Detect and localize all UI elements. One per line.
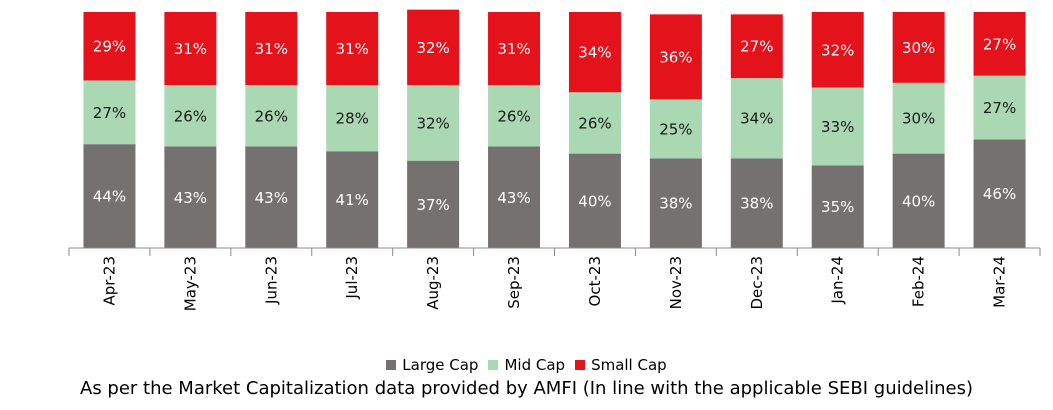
data-label-mid-cap-feb-24: 30% (902, 110, 935, 128)
data-label-mid-cap-jun-23: 26% (255, 107, 288, 125)
data-label-small-cap-sep-23: 31% (497, 40, 530, 58)
bar-small-cap-jan-24 (811, 12, 864, 88)
bar-mid-cap-nov-23 (649, 99, 702, 159)
data-label-mid-cap-nov-23: 25% (659, 120, 692, 138)
bar-large-cap-mar-24 (973, 139, 1026, 248)
legend-item-small-cap: Small Cap (575, 356, 667, 374)
bar-mid-cap-jul-23 (326, 85, 379, 152)
data-label-mid-cap-dec-23: 34% (740, 110, 773, 128)
data-label-mid-cap-jul-23: 28% (336, 110, 369, 128)
bar-mid-cap-apr-23 (83, 80, 136, 145)
x-tick-label-aug-23: Aug-23 (424, 256, 442, 310)
bar-large-cap-jan-24 (811, 165, 864, 248)
bar-mid-cap-mar-24 (973, 75, 1026, 140)
legend-swatch-small-cap (575, 360, 586, 370)
data-label-large-cap-dec-23: 38% (740, 195, 773, 213)
data-label-large-cap-nov-23: 38% (659, 195, 692, 213)
bar-large-cap-may-23 (164, 146, 217, 248)
bar-small-cap-feb-24 (892, 12, 945, 83)
data-label-mid-cap-apr-23: 27% (93, 104, 126, 122)
data-label-small-cap-jan-24: 32% (821, 41, 854, 59)
data-label-large-cap-sep-23: 43% (497, 189, 530, 207)
bar-small-cap-dec-23 (730, 14, 783, 79)
bar-large-cap-jul-23 (326, 151, 379, 248)
data-label-large-cap-mar-24: 46% (983, 185, 1016, 203)
bar-large-cap-feb-24 (892, 153, 945, 248)
stacked-bar-chart: 44% 27% 29% Apr-23 43% 26% 31% May-23 43% 26% 31% J… (68, 9, 1041, 311)
legend-item-mid-cap: Mid Cap (488, 356, 565, 374)
bar-mid-cap-dec-23 (730, 78, 783, 159)
legend-label-small-cap: Small Cap (591, 356, 667, 374)
x-tick-label-oct-23: Oct-23 (586, 256, 604, 306)
x-tick-label-sep-23: Sep-23 (505, 256, 523, 309)
chart-footnote: As per the Market Capitalization data pr… (80, 378, 973, 399)
data-label-small-cap-aug-23: 32% (416, 39, 449, 57)
x-tick-label-may-23: May-23 (181, 256, 199, 311)
data-label-mid-cap-aug-23: 32% (416, 114, 449, 132)
bar-small-cap-mar-24 (973, 12, 1026, 76)
data-label-mid-cap-mar-24: 27% (983, 99, 1016, 117)
data-label-large-cap-feb-24: 40% (902, 192, 935, 210)
x-tick-label-feb-24: Feb-24 (910, 256, 928, 307)
legend-swatch-mid-cap (488, 360, 499, 370)
data-label-small-cap-oct-23: 34% (578, 44, 611, 62)
bar-large-cap-sep-23 (488, 146, 541, 248)
bar-large-cap-dec-23 (730, 158, 783, 248)
bar-mid-cap-sep-23 (488, 85, 541, 147)
bar-mid-cap-aug-23 (407, 85, 460, 161)
x-tick-label-jul-23: Jul-23 (343, 256, 361, 300)
data-label-small-cap-dec-23: 27% (740, 38, 773, 56)
bar-small-cap-apr-23 (83, 12, 136, 81)
bar-small-cap-oct-23 (568, 12, 621, 93)
data-label-large-cap-may-23: 43% (174, 189, 207, 207)
data-label-large-cap-aug-23: 37% (416, 196, 449, 214)
data-label-small-cap-nov-23: 36% (659, 48, 692, 66)
x-tick-label-jan-24: Jan-24 (829, 256, 847, 305)
bar-mid-cap-oct-23 (568, 92, 621, 154)
data-label-small-cap-apr-23: 29% (93, 38, 126, 56)
data-label-large-cap-jul-23: 41% (336, 191, 369, 209)
data-label-small-cap-feb-24: 30% (902, 39, 935, 57)
data-label-small-cap-jun-23: 31% (255, 40, 288, 58)
bar-mid-cap-jan-24 (811, 87, 864, 166)
data-label-large-cap-jan-24: 35% (821, 198, 854, 216)
data-label-mid-cap-may-23: 26% (174, 107, 207, 125)
legend-swatch-large-cap (386, 360, 397, 370)
data-label-mid-cap-sep-23: 26% (497, 107, 530, 125)
data-label-mid-cap-jan-24: 33% (821, 118, 854, 136)
bar-small-cap-jul-23 (326, 12, 379, 86)
data-label-large-cap-apr-23: 44% (93, 188, 126, 206)
x-tick-label-apr-23: Apr-23 (100, 256, 118, 306)
x-tick-label-mar-24: Mar-24 (991, 256, 1009, 308)
bar-large-cap-aug-23 (407, 160, 460, 248)
data-label-mid-cap-oct-23: 26% (578, 114, 611, 132)
bar-small-cap-sep-23 (488, 12, 541, 86)
bar-small-cap-aug-23 (407, 9, 460, 86)
data-label-small-cap-mar-24: 27% (983, 35, 1016, 53)
bar-large-cap-apr-23 (83, 144, 136, 248)
data-label-large-cap-jun-23: 43% (255, 189, 288, 207)
legend-label-mid-cap: Mid Cap (504, 356, 566, 374)
bar-small-cap-may-23 (164, 12, 217, 86)
data-label-small-cap-jul-23: 31% (336, 40, 369, 58)
x-tick-label-dec-23: Dec-23 (748, 256, 766, 310)
legend-label-large-cap: Large Cap (402, 356, 479, 374)
data-label-small-cap-may-23: 31% (174, 40, 207, 58)
chart-legend: Large Cap Mid Cap Small Cap (0, 356, 1053, 374)
bar-mid-cap-may-23 (164, 85, 217, 147)
x-tick-label-nov-23: Nov-23 (667, 256, 685, 309)
x-tick-label-jun-23: Jun-23 (262, 256, 280, 305)
bar-large-cap-nov-23 (649, 158, 702, 248)
bar-large-cap-jun-23 (245, 146, 298, 248)
bar-mid-cap-feb-24 (892, 82, 945, 154)
bar-large-cap-oct-23 (568, 153, 621, 248)
data-label-large-cap-oct-23: 40% (578, 192, 611, 210)
bar-mid-cap-jun-23 (245, 85, 298, 147)
legend-item-large-cap: Large Cap (386, 356, 478, 374)
bar-small-cap-jun-23 (245, 12, 298, 86)
bar-small-cap-nov-23 (649, 14, 702, 100)
